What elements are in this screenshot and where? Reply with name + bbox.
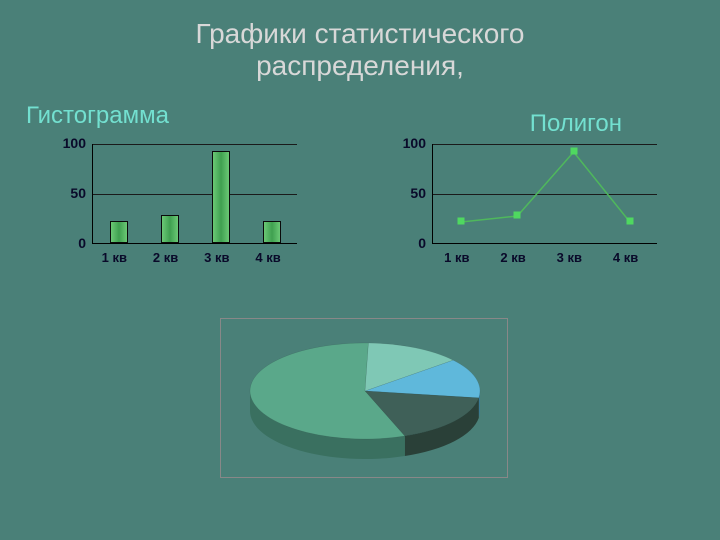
x-tick-label: 3 кв bbox=[204, 250, 229, 265]
x-tick-label: 1 кв bbox=[444, 250, 469, 265]
line-marker bbox=[458, 218, 465, 225]
pie-frame bbox=[220, 318, 508, 478]
y-tick-label: 0 bbox=[390, 235, 426, 251]
bar-chart: 0501001 кв2 кв3 кв4 кв bbox=[50, 140, 310, 280]
page-title: Графики статистического распределения, bbox=[0, 0, 720, 82]
bar bbox=[263, 221, 281, 243]
x-tick-label: 3 кв bbox=[557, 250, 582, 265]
gridline bbox=[93, 194, 297, 195]
bar bbox=[161, 215, 179, 243]
y-tick-label: 0 bbox=[50, 235, 86, 251]
x-tick-label: 2 кв bbox=[153, 250, 178, 265]
title-line-2: распределения, bbox=[256, 50, 464, 81]
histogram-label: Гистограмма bbox=[26, 102, 169, 130]
polygon-label: Полигон bbox=[530, 110, 622, 138]
bar bbox=[110, 221, 128, 243]
y-tick-label: 50 bbox=[390, 185, 426, 201]
x-tick-label: 2 кв bbox=[500, 250, 525, 265]
y-tick-label: 100 bbox=[390, 135, 426, 151]
line-marker bbox=[514, 212, 521, 219]
y-tick-label: 50 bbox=[50, 185, 86, 201]
x-tick-label: 4 кв bbox=[255, 250, 280, 265]
line-plot-area bbox=[432, 144, 657, 244]
x-tick-label: 4 кв bbox=[613, 250, 638, 265]
pie-svg bbox=[221, 319, 509, 479]
bar-plot-area bbox=[92, 144, 297, 244]
bar bbox=[212, 151, 230, 243]
line-path-svg bbox=[433, 144, 658, 244]
line-marker bbox=[570, 148, 577, 155]
y-tick-label: 100 bbox=[50, 135, 86, 151]
line-marker bbox=[626, 218, 633, 225]
gridline bbox=[93, 144, 297, 145]
title-line-1: Графики статистического bbox=[196, 18, 525, 49]
line-chart: 0501001 кв2 кв3 кв4 кв bbox=[390, 140, 670, 280]
pie-chart bbox=[200, 308, 520, 488]
x-tick-label: 1 кв bbox=[102, 250, 127, 265]
